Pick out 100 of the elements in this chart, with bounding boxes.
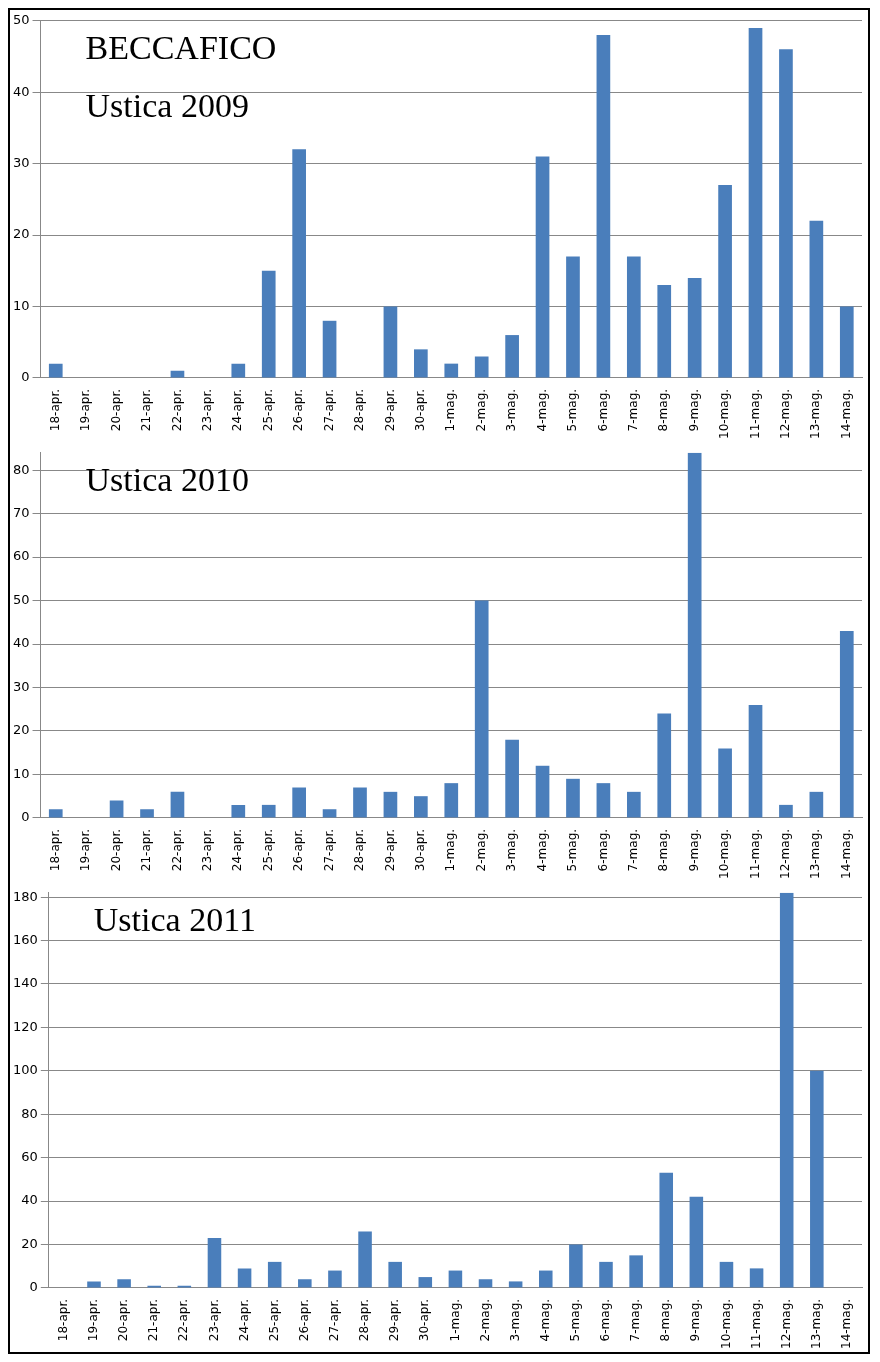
- y-tick-label: 120: [12, 1018, 38, 1034]
- x-tick-label: 4-mag.: [537, 1298, 552, 1342]
- bar: [626, 791, 641, 818]
- x-tick-label: 7-mag.: [625, 828, 640, 872]
- x-tick-label: 6-mag.: [598, 1298, 613, 1342]
- bar: [687, 452, 702, 818]
- bar: [719, 1261, 734, 1288]
- x-tick-label: 21-apr.: [146, 1298, 161, 1342]
- x-tick-label: 23-apr.: [200, 388, 214, 432]
- bar: [170, 791, 185, 818]
- x-tick-label: 1-mag.: [443, 828, 458, 872]
- x-tick-label: 10-mag.: [717, 828, 732, 879]
- x-tick-label: 2-mag.: [473, 388, 488, 432]
- y-tick-label: 30: [13, 155, 30, 171]
- x-tick-label: 20-apr.: [108, 388, 123, 432]
- y-tick-label: 20: [21, 1235, 38, 1251]
- bar: [629, 1255, 643, 1288]
- x-tick-label: 1-mag.: [447, 1298, 462, 1342]
- bar: [358, 1231, 372, 1288]
- x-tick-label: 29-apr.: [382, 388, 397, 432]
- x-tick-label: 19-apr.: [86, 1298, 101, 1342]
- bar: [48, 809, 63, 818]
- x-tick-label: 3-mag.: [504, 388, 519, 432]
- bar: [779, 49, 793, 378]
- x-tick-label: 2-mag.: [473, 828, 488, 872]
- x-tick-label: 4-mag.: [534, 828, 549, 872]
- x-tick-label: 23-apr.: [206, 1298, 221, 1342]
- x-tick-label: 26-apr.: [291, 828, 306, 872]
- x-tick-label: 21-apr.: [139, 388, 154, 432]
- bar: [810, 1070, 824, 1288]
- x-tick-label: 28-apr.: [352, 828, 367, 872]
- bar: [414, 796, 428, 818]
- bar: [298, 1279, 312, 1288]
- bar: [140, 809, 154, 818]
- x-tick-label: 27-apr.: [321, 828, 336, 872]
- x-tick-label: 24-apr.: [230, 828, 245, 872]
- bar: [418, 1277, 433, 1288]
- bar: [505, 335, 519, 378]
- x-tick-label: 29-apr.: [387, 1298, 402, 1342]
- x-tick-label: 22-apr.: [169, 828, 184, 872]
- bar: [839, 631, 854, 818]
- bar: [388, 1261, 402, 1288]
- x-tick-label: 12-mag.: [778, 828, 793, 879]
- x-tick-label: 30-apr.: [417, 1298, 432, 1342]
- bar: [117, 1279, 131, 1288]
- bar: [839, 306, 854, 378]
- bar: [538, 1270, 553, 1288]
- x-tick-label: 26-apr.: [291, 388, 306, 432]
- bar: [505, 739, 519, 818]
- bar: [322, 320, 337, 378]
- x-tick-label: 28-apr.: [352, 388, 367, 432]
- bar: [448, 1270, 463, 1288]
- bar: [328, 1270, 342, 1288]
- annotation: Ustica 2010: [85, 460, 249, 498]
- x-tick-label: 27-apr.: [327, 1298, 342, 1342]
- annotation: Ustica 2009: [85, 86, 249, 124]
- y-tick-label: 160: [12, 931, 38, 947]
- y-tick-label: 40: [13, 83, 30, 99]
- bar: [414, 349, 428, 378]
- x-tick-label: 10-mag.: [717, 388, 732, 439]
- x-tick-label: 14-mag.: [838, 388, 853, 439]
- bar: [474, 600, 489, 818]
- x-tick-label: 27-apr.: [321, 388, 336, 432]
- x-tick-label: 6-mag.: [595, 388, 610, 432]
- bar: [718, 748, 732, 818]
- bar: [569, 1244, 583, 1288]
- y-tick-label: 80: [13, 461, 30, 477]
- x-tick-label: 29-apr.: [382, 828, 397, 872]
- x-tick-label: 6-mag.: [595, 828, 610, 872]
- y-tick-label: 180: [12, 888, 38, 904]
- x-tick-label: 8-mag.: [656, 388, 671, 432]
- x-tick-label: 19-apr.: [78, 388, 93, 432]
- bar: [687, 277, 702, 378]
- y-tick-label: 60: [21, 1149, 38, 1165]
- x-tick-label: 11-mag.: [747, 388, 762, 439]
- x-tick-label: 28-apr.: [357, 1298, 372, 1342]
- bar: [626, 256, 641, 378]
- x-tick-label: 21-apr.: [139, 828, 154, 872]
- bar: [87, 1281, 101, 1288]
- y-tick-label: 10: [13, 765, 30, 781]
- x-tick-label: 12-mag.: [778, 388, 793, 439]
- y-tick-label: 30: [13, 678, 30, 694]
- y-tick-label: 60: [13, 548, 30, 564]
- x-tick-label: 8-mag.: [658, 1298, 673, 1342]
- y-tick-label: 140: [12, 975, 38, 991]
- x-tick-label: 30-apr.: [412, 388, 427, 432]
- x-tick-label: 13-mag.: [808, 1298, 823, 1349]
- x-tick-label: 18-apr.: [47, 388, 62, 432]
- x-tick-label: 30-apr.: [412, 828, 427, 872]
- x-tick-label: 24-apr.: [236, 1298, 251, 1342]
- x-tick-label: 9-mag.: [686, 828, 701, 872]
- bar: [596, 783, 611, 818]
- bar: [508, 1281, 523, 1288]
- x-tick-label: 7-mag.: [625, 388, 640, 432]
- y-tick-label: 50: [13, 591, 30, 607]
- x-tick-label: 18-apr.: [56, 1298, 70, 1342]
- bar: [596, 35, 611, 378]
- bar: [383, 791, 398, 818]
- annotation: Ustica 2011: [93, 900, 256, 938]
- bar: [657, 285, 672, 378]
